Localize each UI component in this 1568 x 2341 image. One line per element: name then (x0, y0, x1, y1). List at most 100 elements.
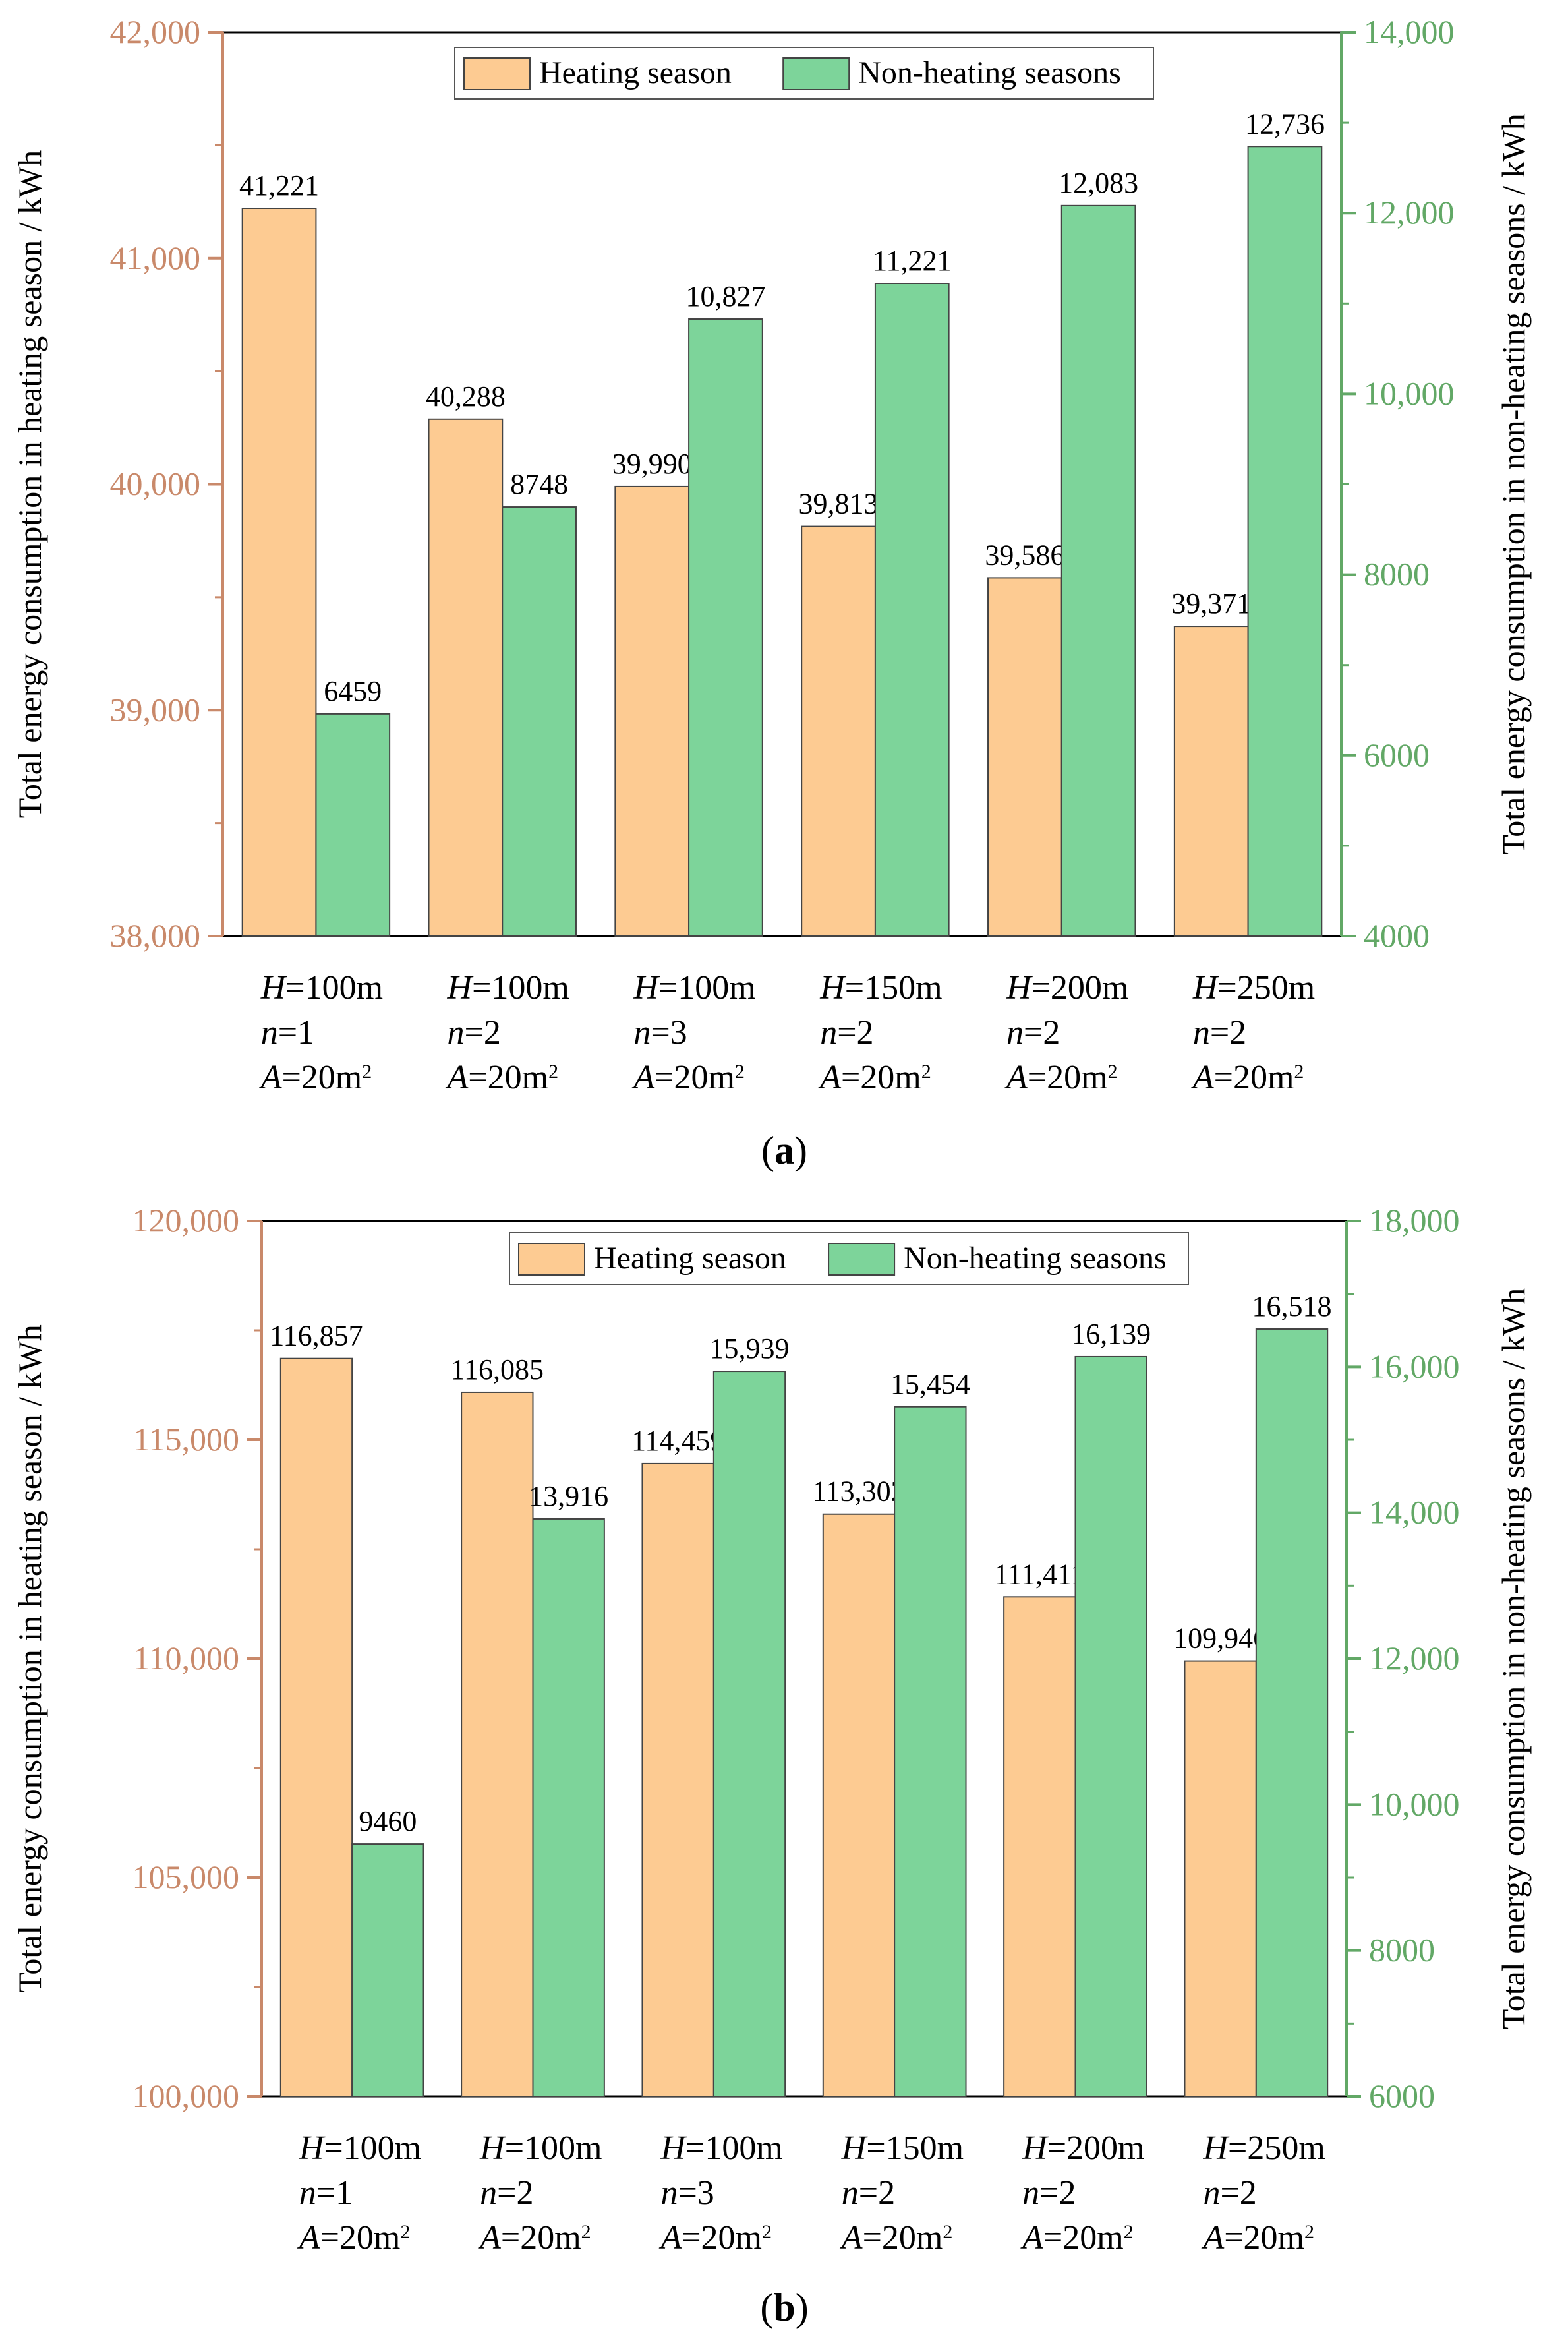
left-tick-label: 42,000 (110, 13, 201, 50)
data-label-heating: 39,586 (985, 539, 1064, 571)
x-category-label: A=20m2 (840, 2219, 953, 2257)
bar-non-heating-seasons (502, 506, 577, 937)
bar-non-heating-seasons (532, 1518, 605, 2097)
x-category-label: A=20m2 (818, 1059, 931, 1096)
x-category-label: n=2 (1022, 2174, 1076, 2212)
left-tick-label: 120,000 (132, 1202, 240, 1239)
x-category-label: H=100m (479, 2129, 602, 2167)
x-category-label: n=3 (660, 2174, 714, 2212)
bar-non-heating-seasons (351, 1843, 424, 2097)
data-label-non-heating: 13,916 (529, 1480, 608, 1512)
bar-heating-season (241, 208, 317, 937)
x-category-label: A=20m2 (297, 2219, 411, 2257)
x-category-label: n=2 (842, 2174, 895, 2212)
data-label-heating: 40,288 (426, 380, 506, 413)
bar-heating-season (987, 577, 1062, 937)
bar-non-heating-seasons (1074, 1355, 1147, 2097)
x-category-label: A=20m2 (446, 1059, 559, 1096)
data-label-heating: 114,459 (631, 1425, 724, 1457)
legend-swatch-non-heating (782, 57, 850, 90)
x-category-label: H=150m (819, 969, 942, 1007)
data-label-non-heating: 15,454 (890, 1368, 970, 1400)
bar-non-heating-seasons (1247, 146, 1323, 937)
left-tick-label: 115,000 (133, 1421, 239, 1458)
x-category-label: A=20m2 (1191, 1059, 1304, 1096)
bar-heating-season (279, 1357, 353, 2098)
data-label-non-heating: 9460 (359, 1805, 417, 1837)
bar-non-heating-seasons (315, 713, 391, 937)
x-category-label: A=20m2 (1004, 1059, 1118, 1096)
panel-label: (a) (761, 1129, 807, 1172)
bar-heating-season (641, 1462, 714, 2097)
left-tick-label: 41,000 (110, 239, 201, 276)
data-label-non-heating: 12,736 (1245, 107, 1325, 140)
right-tick-label: 18,000 (1369, 1202, 1460, 1239)
data-label-heating: 109,946 (1173, 1622, 1267, 1655)
x-category-label: n=2 (1203, 2174, 1256, 2212)
y-axis-title-left: Total energy consumption in heating seas… (11, 1324, 48, 1992)
y-axis-title-left: Total energy consumption in heating seas… (11, 150, 48, 818)
bar-non-heating-seasons (712, 1371, 786, 2097)
data-label-non-heating: 15,939 (710, 1332, 790, 1365)
data-label-non-heating: 16,139 (1071, 1318, 1151, 1350)
legend-swatch-heating (518, 1243, 585, 1276)
right-tick-label: 14,000 (1369, 1494, 1460, 1531)
legend-swatch-heating (463, 57, 531, 90)
data-label-non-heating: 11,221 (873, 245, 951, 277)
data-label-heating: 113,302 (812, 1475, 905, 1508)
legend: Heating season Non-heating seasons (509, 1232, 1189, 1285)
panel-label: (b) (760, 2286, 808, 2329)
left-tick-label: 100,000 (132, 2077, 240, 2114)
x-category-label: A=20m2 (631, 1059, 745, 1096)
legend: Heating season Non-heating seasons (454, 47, 1154, 100)
left-tick-label: 110,000 (133, 1640, 239, 1676)
right-tick-label: 8000 (1364, 556, 1430, 593)
right-tick-label: 4000 (1364, 917, 1430, 954)
right-tick-label: 10,000 (1369, 1785, 1460, 1822)
data-label-heating: 39,371 (1171, 587, 1251, 620)
data-label-heating: 116,857 (270, 1320, 363, 1352)
bar-non-heating-seasons (874, 283, 950, 937)
x-category-label: n=2 (448, 1014, 501, 1052)
x-category-label: n=2 (1006, 1014, 1060, 1052)
x-category-label: n=2 (1193, 1014, 1246, 1052)
x-category-label: n=1 (299, 2174, 353, 2212)
data-label-heating: 41,221 (239, 169, 319, 202)
right-tick-label: 16,000 (1369, 1348, 1460, 1384)
right-tick-label: 10,000 (1364, 374, 1455, 411)
left-tick-label: 105,000 (132, 1858, 240, 1895)
x-category-label: H=250m (1202, 2129, 1325, 2167)
x-category-label: n=3 (633, 1014, 687, 1052)
bar-heating-season (1184, 1660, 1257, 2098)
legend-label-heating: Heating season (594, 1241, 786, 1276)
data-label-heating: 111,411 (994, 1558, 1085, 1590)
x-category-label: n=2 (480, 2174, 533, 2212)
chart-panel-a: 38,000 39,000 40,000 41,000 42,000 4000 6000 80… (11, 13, 1532, 1172)
x-category-label: H=150m (841, 2129, 964, 2167)
data-label-non-heating: 12,083 (1059, 167, 1138, 199)
bar-non-heating-seasons (1255, 1328, 1329, 2097)
data-label-non-heating: 16,518 (1252, 1290, 1332, 1322)
left-tick-label: 40,000 (110, 465, 201, 502)
data-label-heating: 39,990 (612, 448, 692, 480)
x-category-label: H=100m (633, 969, 755, 1007)
bar-heating-season (1173, 626, 1249, 937)
legend-label-non-heating: Non-heating seasons (904, 1241, 1167, 1276)
data-label-non-heating: 8748 (510, 468, 568, 500)
y-axis-title-right: Total energy consumption in non-heating … (1495, 1288, 1532, 2030)
x-category-label: A=20m2 (478, 2219, 591, 2257)
bar-heating-season (614, 485, 690, 937)
x-category-label: A=20m2 (259, 1059, 372, 1096)
x-category-label: A=20m2 (658, 2219, 772, 2257)
x-category-label: H=100m (447, 969, 569, 1007)
bar-heating-season (801, 525, 876, 937)
data-label-non-heating: 6459 (324, 675, 382, 707)
x-category-label: H=100m (299, 2129, 421, 2167)
y-axis-title-right: Total energy consumption in non-heating … (1495, 113, 1532, 855)
x-category-label: A=20m2 (1201, 2219, 1314, 2257)
x-category-label: H=100m (260, 969, 383, 1007)
right-tick-label: 6000 (1364, 736, 1430, 773)
bar-heating-season (461, 1391, 534, 2097)
right-tick-label: 8000 (1369, 1932, 1435, 1969)
